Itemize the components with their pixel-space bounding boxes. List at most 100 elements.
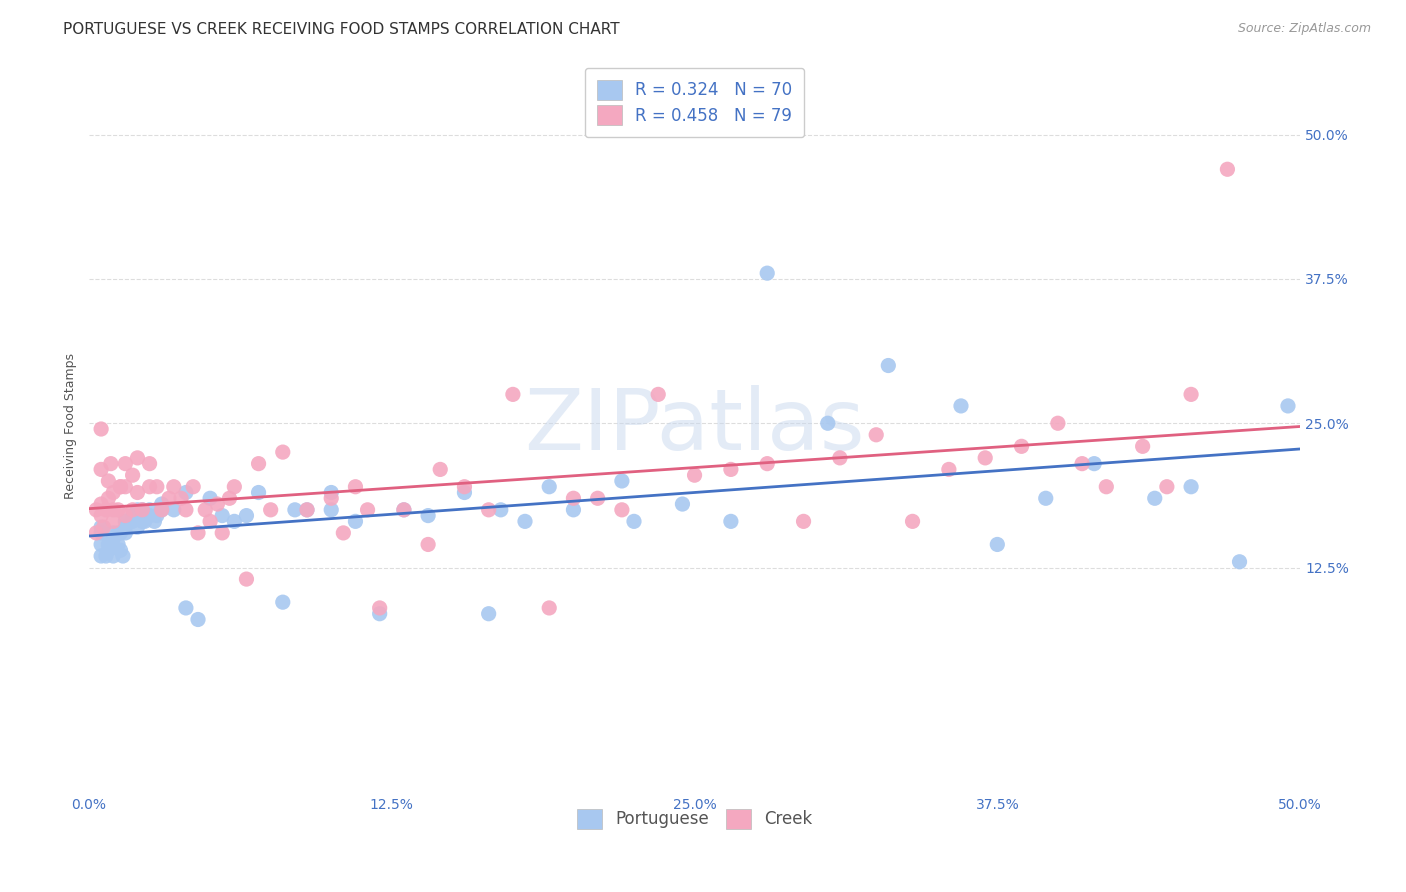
Point: [429, 462, 451, 476]
Point: [90, 537, 112, 551]
Point: [901, 514, 924, 528]
Point: [1156, 480, 1178, 494]
Point: [127, 520, 149, 534]
Point: [1095, 480, 1118, 494]
Point: [877, 359, 900, 373]
Point: [247, 485, 270, 500]
Point: [127, 450, 149, 465]
Point: [90, 525, 112, 540]
Point: [1083, 457, 1105, 471]
Point: [170, 491, 193, 506]
Point: [97, 474, 120, 488]
Point: [623, 514, 645, 528]
Point: [235, 508, 257, 523]
Point: [793, 514, 815, 528]
Point: [114, 508, 136, 523]
Point: [138, 480, 160, 494]
Point: [94, 503, 117, 517]
Point: [321, 503, 343, 517]
Point: [211, 508, 233, 523]
Point: [103, 485, 125, 500]
Point: [138, 508, 160, 523]
Point: [150, 503, 173, 517]
Point: [207, 497, 229, 511]
Point: [121, 508, 143, 523]
Point: [163, 503, 186, 517]
Point: [356, 503, 378, 517]
Point: [368, 601, 391, 615]
Point: [97, 491, 120, 506]
Point: [94, 549, 117, 563]
Point: [344, 480, 367, 494]
Point: [103, 525, 125, 540]
Point: [235, 572, 257, 586]
Point: [974, 450, 997, 465]
Point: [502, 387, 524, 401]
Point: [260, 503, 283, 517]
Point: [1180, 387, 1202, 401]
Point: [671, 497, 693, 511]
Point: [1143, 491, 1166, 506]
Point: [157, 491, 180, 506]
Point: [107, 503, 129, 517]
Point: [938, 462, 960, 476]
Point: [121, 514, 143, 528]
Point: [107, 537, 129, 551]
Point: [1229, 555, 1251, 569]
Point: [368, 607, 391, 621]
Point: [146, 508, 169, 523]
Point: [478, 503, 501, 517]
Point: [121, 468, 143, 483]
Point: [218, 491, 240, 506]
Point: [90, 422, 112, 436]
Point: [110, 543, 132, 558]
Point: [756, 457, 779, 471]
Point: [295, 503, 318, 517]
Point: [174, 503, 197, 517]
Point: [198, 491, 221, 506]
Point: [127, 485, 149, 500]
Point: [93, 520, 115, 534]
Point: [174, 485, 197, 500]
Point: [271, 595, 294, 609]
Point: [114, 525, 136, 540]
Point: [392, 503, 415, 517]
Point: [146, 480, 169, 494]
Point: [1011, 439, 1033, 453]
Point: [114, 514, 136, 528]
Point: [392, 503, 415, 517]
Point: [90, 497, 112, 511]
Point: [1071, 457, 1094, 471]
Point: [97, 543, 120, 558]
Point: [949, 399, 972, 413]
Point: [720, 462, 742, 476]
Point: [138, 457, 160, 471]
Point: [321, 491, 343, 506]
Point: [586, 491, 609, 506]
Point: [103, 532, 125, 546]
Point: [114, 457, 136, 471]
Point: [1035, 491, 1057, 506]
Point: [478, 607, 501, 621]
Point: [107, 525, 129, 540]
Point: [610, 503, 633, 517]
Point: [271, 445, 294, 459]
Point: [211, 525, 233, 540]
Point: [114, 520, 136, 534]
Point: [131, 503, 153, 517]
Point: [110, 525, 132, 540]
Point: [97, 537, 120, 551]
Point: [224, 514, 246, 528]
Text: ZIPatlas: ZIPatlas: [524, 384, 865, 467]
Point: [562, 503, 585, 517]
Point: [138, 503, 160, 517]
Point: [1132, 439, 1154, 453]
Point: [111, 549, 134, 563]
Point: [683, 468, 706, 483]
Point: [756, 266, 779, 280]
Point: [103, 503, 125, 517]
Point: [1046, 416, 1069, 430]
Point: [284, 503, 307, 517]
Point: [150, 503, 173, 517]
Point: [828, 450, 851, 465]
